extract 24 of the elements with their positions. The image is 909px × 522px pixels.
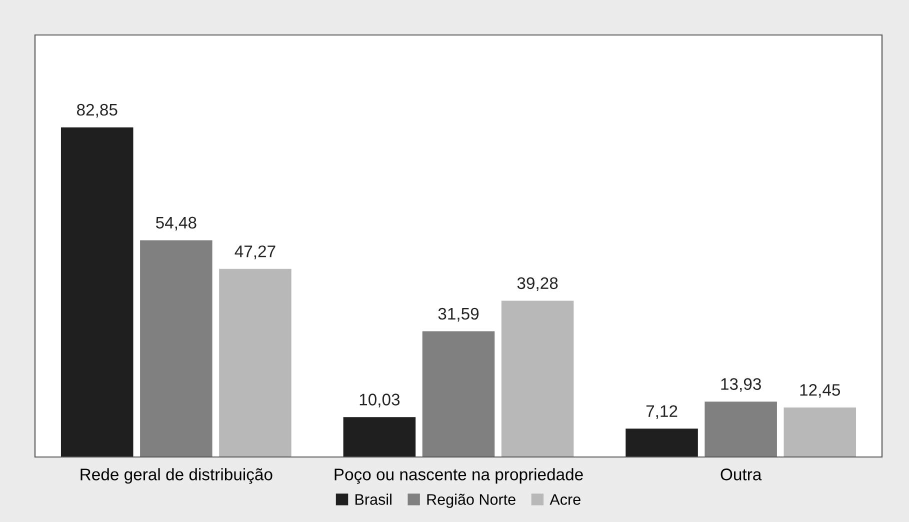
data-label: 47,27 xyxy=(234,245,276,260)
legend-label: Acre xyxy=(550,494,580,505)
data-label: 39,28 xyxy=(517,277,558,292)
x-tick-label: Rede geral de distribuição xyxy=(80,468,272,484)
bar xyxy=(140,240,212,457)
bar xyxy=(219,268,292,457)
legend-label: Brasil xyxy=(355,494,392,505)
bar xyxy=(501,300,574,457)
data-label: 54,48 xyxy=(156,216,196,231)
data-label: 10,03 xyxy=(360,394,400,408)
data-label: 12,45 xyxy=(800,384,840,398)
bar xyxy=(60,127,134,457)
data-label: 82,85 xyxy=(76,104,118,118)
bar xyxy=(704,402,777,457)
x-tick-label: Outra xyxy=(720,468,762,480)
bar xyxy=(422,331,495,457)
x-tick-label: Poço ou nascente na propriedade xyxy=(334,468,583,484)
data-label: 7,12 xyxy=(646,405,678,420)
data-label: 31,59 xyxy=(438,308,479,322)
bar xyxy=(626,428,698,457)
legend-label: Região Norte xyxy=(427,494,516,508)
data-label: 13,93 xyxy=(721,378,761,392)
bar xyxy=(343,417,416,457)
bar xyxy=(784,407,856,457)
